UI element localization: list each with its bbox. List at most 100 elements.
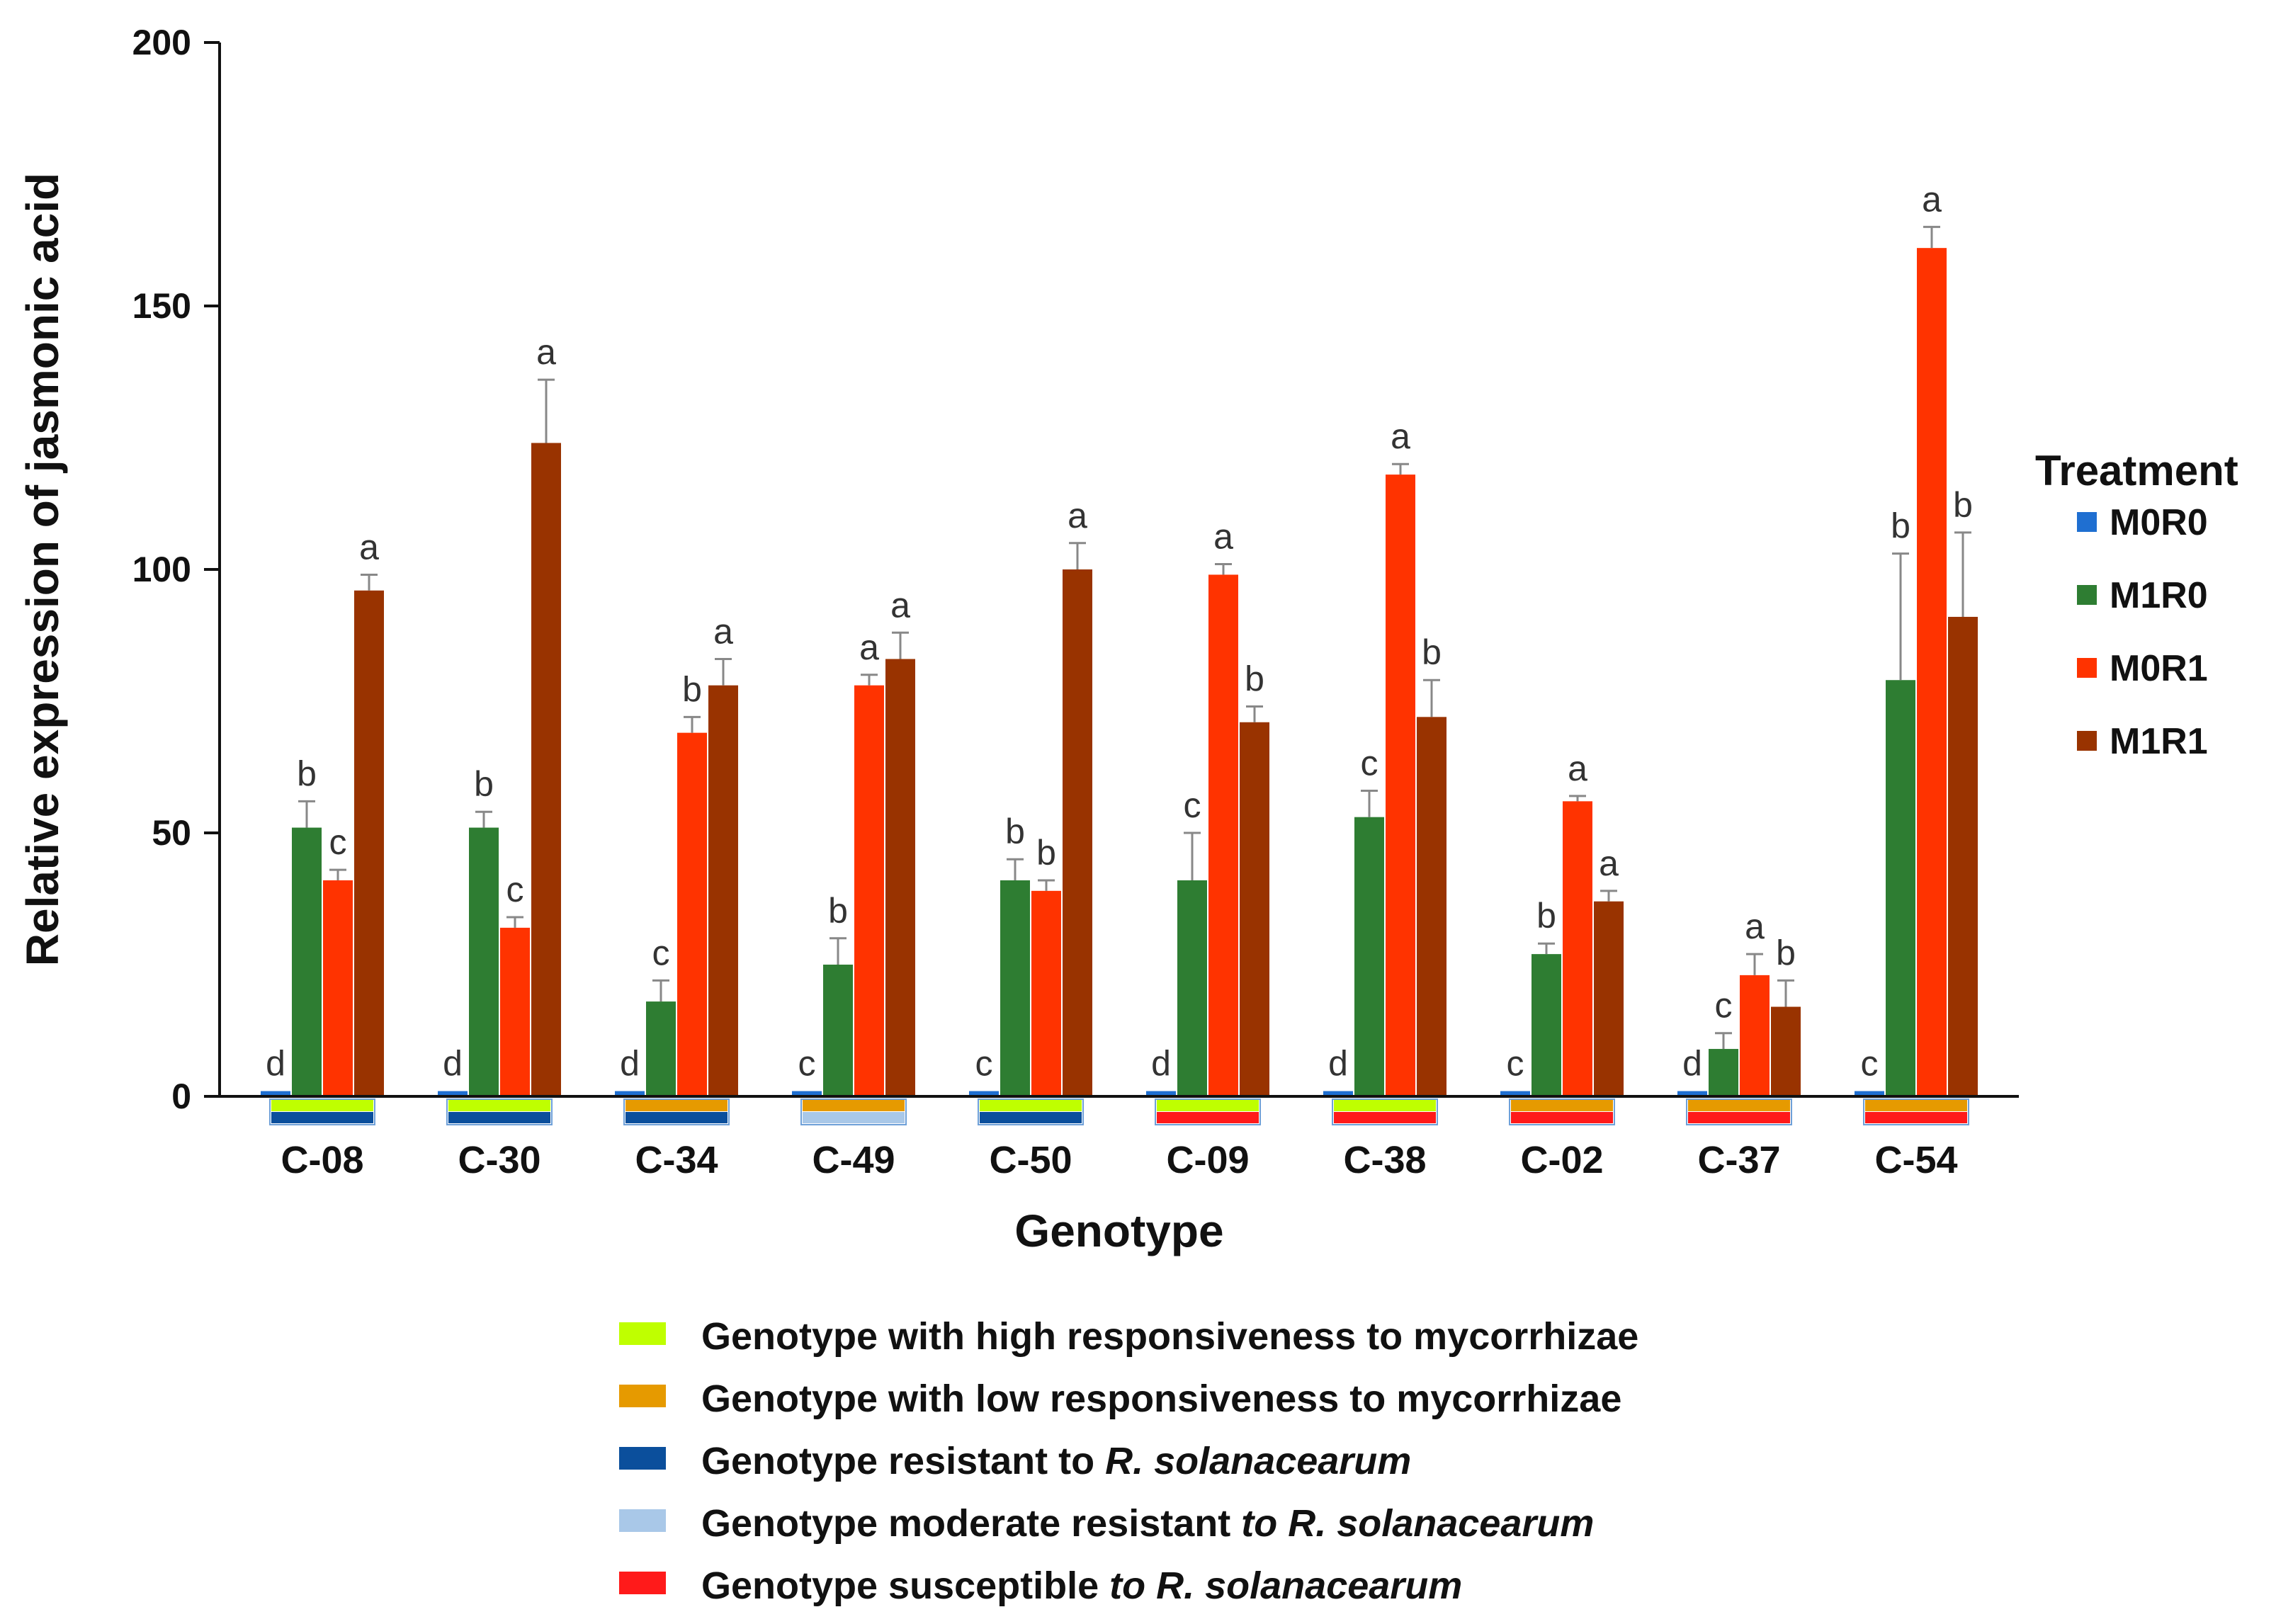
bar-m0r0-c-49 <box>792 1091 822 1096</box>
key-label-moderate: Genotype moderate resistant to R. solana… <box>701 1502 1594 1545</box>
significance-label: a <box>859 628 879 667</box>
bar-m1r1-c-38 <box>1417 717 1446 1096</box>
marker-resistance-susceptible <box>1865 1112 1967 1123</box>
significance-label: c <box>652 933 670 972</box>
significance-label: a <box>1068 496 1087 535</box>
category-label: C-34 <box>635 1139 718 1181</box>
significance-label: d <box>1151 1044 1171 1084</box>
key-swatch-moderate <box>619 1509 666 1532</box>
key-label-text: Genotype with low responsiveness to myco… <box>701 1378 1621 1420</box>
significance-label: c <box>798 1044 816 1084</box>
bar-m1r1-c-37 <box>1771 1006 1801 1096</box>
y-tick-label: 100 <box>132 550 191 589</box>
bar-m0r1-c-02 <box>1563 801 1592 1096</box>
significance-label: a <box>713 611 733 651</box>
significance-label: a <box>359 527 379 567</box>
bar-m0r0-c-54 <box>1855 1091 1884 1096</box>
key-label-resistant: Genotype resistant to R. solanacearum <box>701 1440 1411 1482</box>
legend-label-m0r1: M0R1 <box>2110 648 2208 689</box>
bar-m1r1-c-08 <box>354 590 384 1096</box>
bar-m1r1-c-30 <box>531 443 561 1096</box>
legend-label-m1r1: M1R1 <box>2110 721 2208 762</box>
significance-label: b <box>474 764 494 804</box>
bar-m1r0-c-38 <box>1354 817 1384 1096</box>
key-label-text: Genotype with high responsiveness to myc… <box>701 1315 1638 1358</box>
bar-m0r1-c-38 <box>1386 475 1415 1096</box>
bar-m0r1-c-54 <box>1917 248 1947 1096</box>
legend-label-m0r0: M0R0 <box>2110 502 2208 543</box>
bar-m1r0-c-50 <box>1000 880 1030 1096</box>
marker-responsiveness-low <box>1688 1100 1790 1111</box>
bar-m0r0-c-30 <box>438 1091 468 1096</box>
y-axis-ticks <box>204 41 220 1098</box>
marker-resistance-moderate <box>803 1112 905 1123</box>
legend-label-m1r0: M1R0 <box>2110 575 2208 616</box>
significance-label: a <box>890 585 910 625</box>
significance-label: c <box>1361 743 1378 783</box>
significance-label: d <box>1682 1044 1702 1084</box>
significance-label: b <box>1536 896 1556 936</box>
bar-m0r0-c-08 <box>261 1091 290 1096</box>
key-label-italic: to R. solanacearum <box>1109 1565 1462 1607</box>
marker-resistance-susceptible <box>1334 1112 1436 1123</box>
key-label-text: Genotype resistant to <box>701 1440 1105 1482</box>
legend-swatch-m0r1 <box>2077 658 2097 678</box>
y-axis-title: Relative expression of jasmonic acid <box>17 173 68 966</box>
bar-m1r0-c-54 <box>1886 680 1915 1096</box>
marker-responsiveness-low <box>625 1100 727 1111</box>
category-label: C-37 <box>1697 1139 1780 1181</box>
labels: 050100150200dbcaC-08dbcaC-30dcbaC-34cbaa… <box>132 23 1973 1181</box>
marker-responsiveness-high <box>1157 1100 1259 1111</box>
bar-m1r1-c-54 <box>1948 616 1978 1096</box>
category-label: C-54 <box>1874 1139 1957 1181</box>
significance-label: a <box>1391 416 1410 456</box>
marker-resistance-resistant <box>625 1112 727 1123</box>
significance-label: d <box>620 1044 640 1084</box>
significance-label: a <box>1745 907 1765 946</box>
marker-responsiveness-high <box>271 1100 373 1111</box>
significance-label: d <box>443 1044 463 1084</box>
significance-label: b <box>1005 812 1025 851</box>
bar-m0r1-c-34 <box>677 732 707 1096</box>
y-tick-label: 50 <box>152 813 191 853</box>
significance-label: b <box>1953 485 1973 525</box>
bars <box>261 225 1978 1096</box>
marker-responsiveness-low <box>803 1100 905 1111</box>
bar-m0r0-c-38 <box>1323 1091 1353 1096</box>
bar-m0r0-c-09 <box>1146 1091 1176 1096</box>
bar-m0r0-c-37 <box>1677 1091 1707 1096</box>
key-label-italic: R. solanacearum <box>1105 1440 1411 1482</box>
key-label-italic: to R. solanacearum <box>1241 1502 1594 1545</box>
bar-m0r1-c-37 <box>1740 975 1770 1096</box>
bar-m0r0-c-02 <box>1500 1091 1530 1096</box>
legend-title: Treatment <box>2035 447 2238 494</box>
marker-responsiveness-high <box>1334 1100 1436 1111</box>
bar-m0r1-c-49 <box>854 685 884 1096</box>
significance-label: c <box>329 822 347 862</box>
significance-label: b <box>682 669 702 709</box>
key-label-low: Genotype with low responsiveness to myco… <box>701 1378 1621 1420</box>
key-label-susceptible: Genotype susceptible to R. solanacearum <box>701 1565 1462 1607</box>
significance-label: b <box>1245 659 1264 698</box>
bar-m1r0-c-37 <box>1709 1049 1738 1096</box>
genotype-marker-key: Genotype with high responsiveness to myc… <box>619 1315 1638 1607</box>
marker-responsiveness-low <box>1511 1100 1613 1111</box>
significance-label: d <box>1328 1044 1348 1084</box>
significance-label: c <box>1861 1044 1879 1084</box>
significance-label: b <box>828 891 848 931</box>
marker-responsiveness-high <box>980 1100 1082 1111</box>
bar-m1r0-c-34 <box>646 1001 676 1096</box>
category-label: C-02 <box>1520 1139 1603 1181</box>
marker-resistance-susceptible <box>1688 1112 1790 1123</box>
significance-label: c <box>506 870 524 909</box>
category-label: C-50 <box>989 1139 1072 1181</box>
key-swatch-high <box>619 1322 666 1345</box>
bar-m1r1-c-34 <box>708 685 738 1096</box>
bar-m0r1-c-09 <box>1208 574 1238 1096</box>
significance-label: b <box>1891 506 1910 546</box>
legend-swatch-m0r0 <box>2077 512 2097 532</box>
significance-label: b <box>297 754 317 793</box>
bar-m1r0-c-08 <box>292 827 322 1096</box>
key-label-high: Genotype with high responsiveness to myc… <box>701 1315 1638 1358</box>
